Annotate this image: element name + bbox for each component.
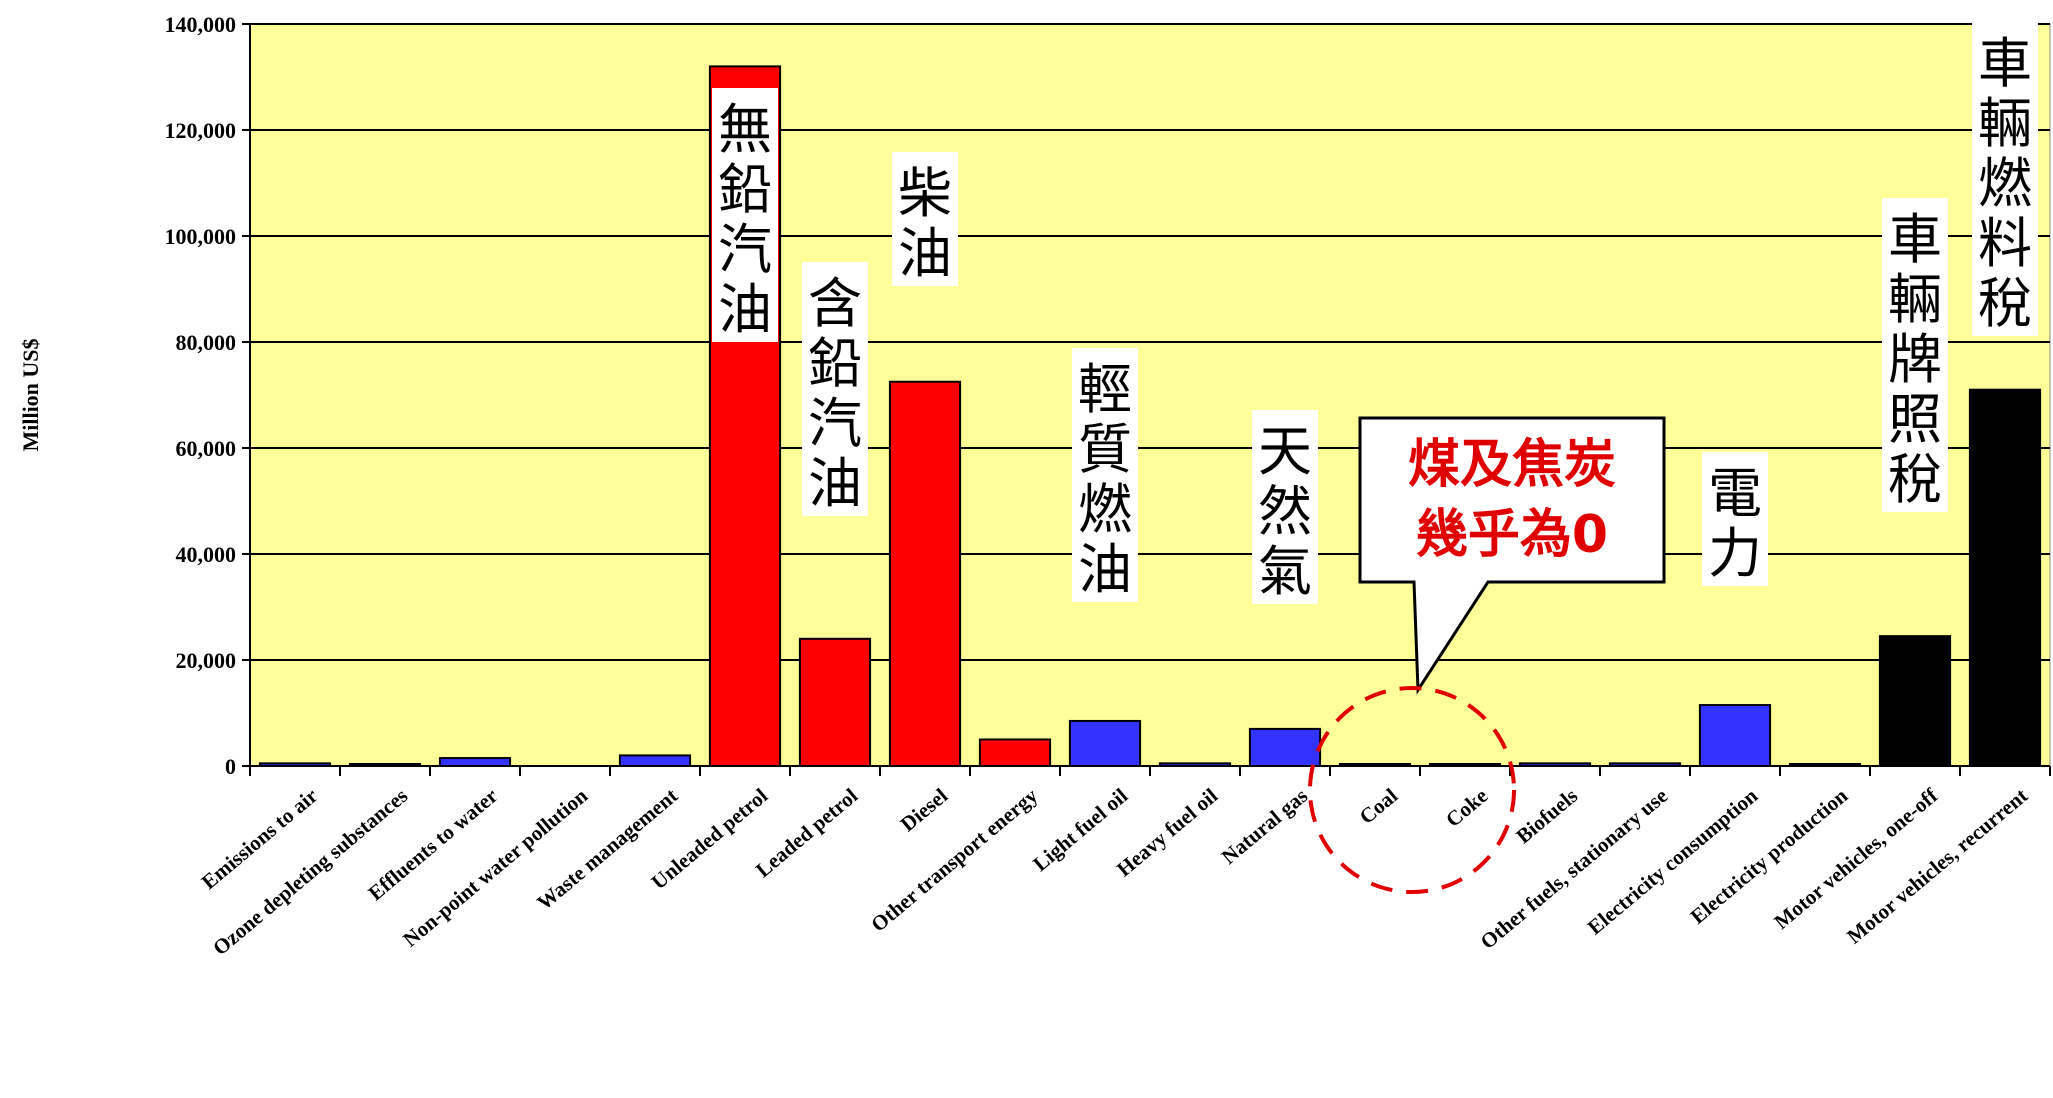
y-tick-label: 20,000 bbox=[176, 648, 237, 673]
annotation: 輕質燃油 bbox=[1072, 348, 1138, 602]
y-tick-label: 100,000 bbox=[165, 224, 237, 249]
bar bbox=[978, 738, 1052, 767]
annotation-text: 輕質燃油 bbox=[1078, 358, 1132, 601]
bar bbox=[618, 754, 692, 768]
callout-text: 煤及焦炭 bbox=[1408, 435, 1616, 495]
callout-box bbox=[1358, 416, 1666, 695]
x-tick-label: Other fuels, stationary use bbox=[1476, 783, 1673, 953]
x-tick-label: Other transport energy bbox=[866, 783, 1042, 936]
bar bbox=[1248, 727, 1322, 768]
y-tick-label: 40,000 bbox=[176, 542, 237, 567]
annotation: 無鉛汽油 bbox=[712, 88, 778, 342]
annotation-text: 電力 bbox=[1708, 462, 1762, 585]
bar bbox=[1968, 388, 2042, 767]
bar bbox=[1698, 704, 1772, 767]
annotation-text: 柴油 bbox=[898, 162, 952, 285]
bar bbox=[438, 757, 512, 767]
y-tick-label: 60,000 bbox=[176, 436, 237, 461]
annotation-text: 含鉛汽油 bbox=[808, 272, 862, 515]
bar bbox=[888, 380, 962, 767]
callout-highlight-circle bbox=[1308, 686, 1516, 894]
annotation-text: 車輛牌照稅 bbox=[1888, 208, 1942, 511]
x-tick-label: Motor vehicles, recurrent bbox=[1842, 783, 2032, 948]
annotation-box bbox=[1072, 348, 1138, 602]
bar bbox=[1068, 719, 1142, 768]
bar bbox=[1878, 635, 1952, 768]
x-tick-label: Non-point water pollution bbox=[398, 783, 592, 951]
x-tick-label: Motor vehicles, one-off bbox=[1769, 783, 1943, 934]
x-tick-label: Diesel bbox=[896, 783, 953, 836]
annotation-box bbox=[802, 262, 868, 516]
annotation-box bbox=[1252, 410, 1318, 604]
annotation: 車輛牌照稅 bbox=[1882, 198, 1948, 512]
x-tick-label: Coal bbox=[1355, 783, 1403, 828]
annotation-box bbox=[1702, 452, 1768, 586]
plot-area bbox=[249, 23, 2051, 767]
annotation: 柴油 bbox=[892, 152, 958, 286]
annotation-box bbox=[1972, 22, 2038, 336]
y-tick-label: 120,000 bbox=[165, 118, 237, 143]
x-tick-label: Electricity consumption bbox=[1583, 783, 1763, 939]
annotation: 含鉛汽油 bbox=[802, 262, 868, 516]
annotation-text: 車輛燃料稅 bbox=[1978, 32, 2032, 335]
y-tick-label: 140,000 bbox=[165, 12, 237, 37]
bar bbox=[798, 637, 872, 767]
annotation-text: 天然氣 bbox=[1258, 420, 1312, 603]
annotation-box bbox=[892, 152, 958, 286]
annotation-box bbox=[1882, 198, 1948, 512]
callout-text: 幾乎為0 bbox=[1416, 505, 1608, 565]
x-tick-label: Natural gas bbox=[1217, 783, 1312, 869]
annotation-text: 無鉛汽油 bbox=[718, 98, 772, 341]
annotation: 車輛燃料稅 bbox=[1972, 22, 2038, 336]
x-tick-label: Biofuels bbox=[1511, 783, 1582, 848]
annotation: 電力 bbox=[1702, 452, 1768, 586]
y-axis-label: Million US$ bbox=[18, 338, 43, 451]
annotation-box bbox=[712, 88, 778, 342]
x-tick-label: Coke bbox=[1441, 783, 1492, 831]
y-tick-label: 80,000 bbox=[176, 330, 237, 355]
y-tick-label: 0 bbox=[225, 754, 236, 779]
annotation: 天然氣 bbox=[1252, 410, 1318, 604]
x-tick-label: Electricity production bbox=[1686, 783, 1853, 928]
